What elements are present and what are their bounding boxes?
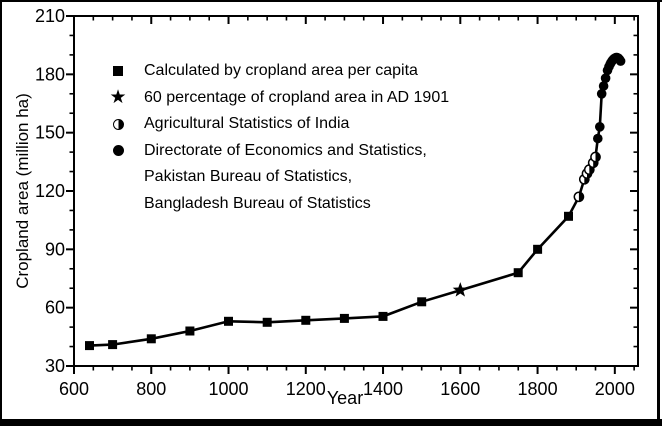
y-axis-title: Cropland area (million ha) xyxy=(13,93,32,289)
figure-frame-top xyxy=(0,0,662,2)
svg-text:210: 210 xyxy=(35,6,65,26)
svg-text:1200: 1200 xyxy=(286,379,326,399)
svg-text:60: 60 xyxy=(45,298,65,318)
star-marker-icon: ★ xyxy=(109,87,127,109)
svg-text:150: 150 xyxy=(35,123,65,143)
figure-frame-left xyxy=(0,0,2,426)
legend-item-per-capita: Calculated by cropland area per capita xyxy=(103,58,449,85)
figure-frame-right xyxy=(657,0,660,426)
legend-item-directorate: Directorate of Economics and Statistics, xyxy=(103,138,449,165)
legend-item-directorate-line3: Bangladesh Bureau of Statistics xyxy=(103,191,449,218)
svg-text:120: 120 xyxy=(35,181,65,201)
half-circle-marker-icon xyxy=(112,118,124,130)
figure-frame-bottom xyxy=(0,419,662,426)
legend-item-directorate-line2: Pakistan Bureau of Statistics, xyxy=(103,164,449,191)
svg-text:30: 30 xyxy=(45,356,65,376)
x-axis-title: Year xyxy=(326,388,364,408)
legend-label: Calculated by cropland area per capita xyxy=(144,62,418,80)
svg-text:600: 600 xyxy=(59,379,89,399)
legend-label: Bangladesh Bureau of Statistics xyxy=(144,194,371,212)
svg-text:800: 800 xyxy=(136,379,166,399)
legend: Calculated by cropland area per capita ★… xyxy=(103,58,449,217)
legend-label: Agricultural Statistics of India xyxy=(144,115,350,133)
legend-item-60-percent-1901: ★ 60 percentage of cropland area in AD 1… xyxy=(103,85,449,112)
legend-label: Pakistan Bureau of Statistics, xyxy=(144,168,353,186)
square-marker-icon xyxy=(113,66,123,77)
legend-label: 60 percentage of cropland area in AD 190… xyxy=(144,88,450,106)
svg-text:1800: 1800 xyxy=(518,379,558,399)
svg-text:1000: 1000 xyxy=(208,379,248,399)
svg-text:1600: 1600 xyxy=(440,379,480,399)
svg-text:90: 90 xyxy=(45,239,65,259)
svg-text:1400: 1400 xyxy=(363,379,403,399)
legend-label: Directorate of Economics and Statistics, xyxy=(144,141,427,159)
svg-text:2000: 2000 xyxy=(595,379,635,399)
circle-marker-icon xyxy=(112,145,124,157)
svg-text:180: 180 xyxy=(35,64,65,84)
legend-item-agricultural-statistics: Agricultural Statistics of India xyxy=(103,111,449,138)
